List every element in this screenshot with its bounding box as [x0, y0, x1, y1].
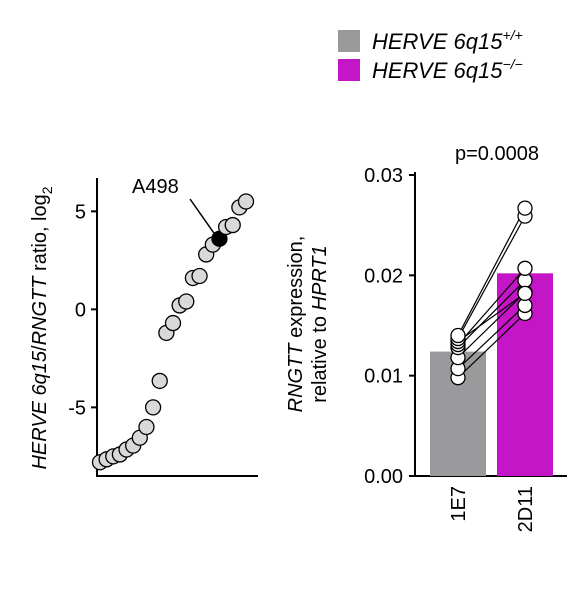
legend-label-wt: HERVE 6q15+/+ [372, 27, 523, 54]
ratio-point [151, 372, 168, 390]
paired-line [457, 291, 526, 359]
paired-line [457, 292, 526, 343]
category-label: 1E7 [448, 486, 470, 522]
legend-label-ko: HERVE 6q15−/− [372, 56, 523, 83]
left-y-ticks: 5 0 -5 [68, 201, 97, 419]
ratio-point [224, 216, 241, 234]
paired-lines [457, 207, 526, 379]
ratio-point [138, 418, 155, 436]
right-y-tick-label: 0.00 [364, 466, 403, 488]
paired-line [457, 279, 526, 348]
left-y-tick-label: 5 [75, 201, 86, 223]
legend-swatch-ko [338, 59, 360, 81]
expression-bar-chart: 0.00 0.01 0.02 0.03 1E7 2D11 p=0.0008 RNGTT … [285, 143, 567, 532]
paired-points [450, 200, 533, 386]
category-labels: 1E7 2D11 [448, 486, 537, 532]
left-y-tick-label: -5 [68, 397, 86, 419]
paired-line [457, 267, 526, 345]
ratio-point [144, 399, 162, 416]
p-value-label: p=0.0008 [455, 143, 539, 165]
left-y-tick-label: 0 [75, 299, 86, 321]
paired-line [457, 304, 526, 370]
right-y-axis-label: RNGTT expression,relative to HPRT1 [285, 236, 331, 413]
paired-line [457, 313, 526, 379]
point-2D11 [517, 200, 533, 216]
paired-line [457, 215, 526, 339]
ratio-point [237, 193, 255, 210]
legend: HERVE 6q15+/+ HERVE 6q15−/− [338, 27, 523, 83]
ratio-point [191, 267, 208, 285]
right-y-tick-label: 0.01 [364, 366, 403, 388]
right-y-tick-label: 0.02 [364, 265, 403, 287]
ratio-scatter-chart: 5 0 -5 HERVE 6q15/RNGTT ratio, log2 A498 [29, 176, 258, 477]
point-2D11 [517, 260, 533, 276]
annotation-leader-line [189, 198, 216, 235]
ratio-point [164, 314, 182, 332]
point-1E7 [450, 327, 466, 344]
point-2D11 [517, 285, 533, 302]
bars [430, 273, 553, 476]
left-y-axis-label: HERVE 6q15/RNGTT ratio, log2 [29, 186, 55, 469]
annotation-a498: A498 [132, 176, 179, 198]
right-y-ticks: 0.00 0.01 0.02 0.03 [364, 165, 415, 488]
left-points [91, 193, 255, 471]
legend-swatch-wt [338, 30, 360, 52]
ratio-point [178, 293, 195, 310]
paired-line [457, 207, 526, 336]
category-label: 2D11 [515, 486, 537, 532]
right-y-tick-label: 0.03 [364, 165, 403, 187]
